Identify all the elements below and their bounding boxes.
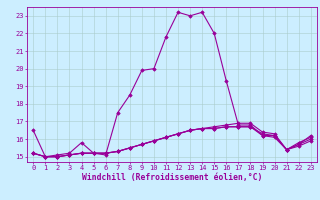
X-axis label: Windchill (Refroidissement éolien,°C): Windchill (Refroidissement éolien,°C) [82, 173, 262, 182]
